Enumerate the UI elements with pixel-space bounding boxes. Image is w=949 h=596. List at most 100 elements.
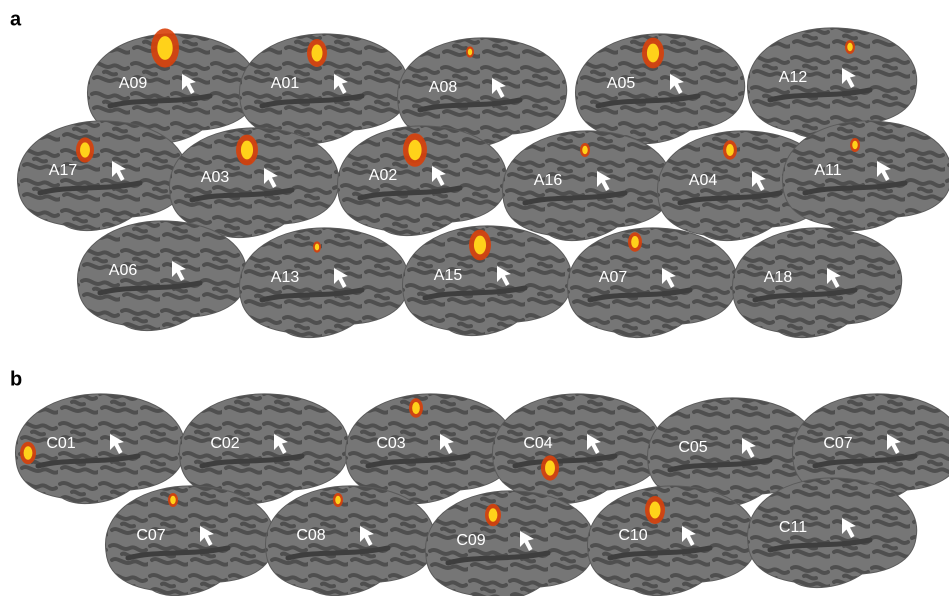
brain-surface [746, 477, 918, 589]
sulcus [422, 285, 528, 301]
brain: A17 [16, 120, 188, 232]
sulcus [285, 545, 391, 561]
activation-core [488, 508, 498, 522]
sulcus [802, 180, 908, 196]
sulcus [767, 87, 873, 103]
activation-core [412, 402, 420, 414]
activation-core [545, 460, 555, 476]
sulcus [667, 457, 773, 473]
activation-core [408, 139, 422, 161]
activation-core [311, 44, 323, 62]
brain-label: A03 [201, 169, 230, 186]
brain-label: C05 [678, 439, 707, 456]
activation-core [847, 42, 853, 52]
brain: C09 [424, 490, 596, 596]
brain: A12 [746, 27, 918, 139]
brain-label: A09 [119, 75, 148, 92]
activation-core [649, 501, 661, 519]
brain-label: C07 [823, 435, 852, 452]
activation-core [80, 142, 90, 158]
brain-label: A07 [599, 269, 628, 286]
brain-surface [16, 120, 188, 232]
sulcus [587, 287, 693, 303]
brain: A07 [566, 227, 738, 339]
brain-surface [781, 120, 949, 232]
brain: C07 [104, 485, 276, 596]
brain-label: A04 [689, 172, 718, 189]
brain: C08 [264, 485, 436, 596]
brain-label: A05 [607, 75, 636, 92]
sulcus [357, 185, 463, 201]
brain: A01 [238, 33, 410, 145]
brain-surface [746, 27, 918, 139]
sulcus [107, 93, 213, 109]
activation-core [852, 140, 858, 150]
activation-core [170, 495, 176, 505]
brain-label: C09 [456, 532, 485, 549]
sulcus [752, 287, 858, 303]
brain-label: C01 [46, 435, 75, 452]
sulcus [445, 550, 551, 566]
sulcus [522, 190, 628, 206]
sulcus [189, 187, 295, 203]
sulcus [125, 545, 231, 561]
brain-label: A08 [429, 79, 458, 96]
brain: C11 [746, 477, 918, 589]
brain: A05 [574, 33, 746, 145]
brain: C02 [178, 393, 350, 505]
sulcus [607, 545, 713, 561]
activation-core [240, 140, 254, 160]
brain-label: C10 [618, 527, 647, 544]
brain-label: A12 [779, 69, 808, 86]
brain: A04 [656, 130, 828, 242]
brain-label: A15 [434, 267, 463, 284]
brain-label: A11 [814, 162, 841, 179]
brain-surface [424, 490, 596, 596]
activation-core [23, 446, 33, 460]
brain-surface [76, 220, 248, 332]
brain-surface [104, 485, 276, 596]
sulcus [259, 93, 365, 109]
activation-core [631, 236, 639, 248]
brain: A02 [336, 125, 508, 237]
brain-label: A13 [271, 269, 300, 286]
brain-label: C08 [296, 527, 325, 544]
brain: C10 [586, 485, 758, 596]
brain-surface [566, 227, 738, 339]
brain-surface [491, 393, 663, 505]
sulcus [35, 453, 141, 469]
brain-surface [586, 485, 758, 596]
brain-label: A02 [369, 167, 398, 184]
activation-core [467, 48, 473, 56]
sulcus [259, 287, 365, 303]
brain: C04 [491, 393, 663, 505]
activation-core [314, 243, 320, 251]
activation-core [335, 495, 341, 505]
brain-label: C02 [210, 435, 239, 452]
brain: C07 [791, 393, 949, 505]
brain: A03 [168, 127, 340, 239]
brain-label: A01 [271, 75, 300, 92]
brain-surface [14, 393, 186, 505]
brain: A18 [731, 227, 903, 339]
brain-surface [264, 485, 436, 596]
activation-core [646, 43, 660, 63]
brain: C01 [14, 393, 186, 505]
sulcus [767, 537, 873, 553]
activation-core [157, 36, 173, 60]
panel-label: a [10, 8, 22, 30]
brain-label: A16 [534, 172, 563, 189]
brain-label: A17 [49, 162, 78, 179]
brain-label: A18 [764, 269, 793, 286]
sulcus [812, 453, 918, 469]
sulcus [417, 97, 523, 113]
brain-surface [731, 227, 903, 339]
brain: A08 [396, 37, 568, 149]
brain: A11 [781, 120, 949, 232]
sulcus [199, 453, 305, 469]
brain: C05 [646, 397, 818, 509]
activation-core [473, 235, 487, 255]
brain-surface [238, 227, 410, 339]
brain: A13 [238, 227, 410, 339]
